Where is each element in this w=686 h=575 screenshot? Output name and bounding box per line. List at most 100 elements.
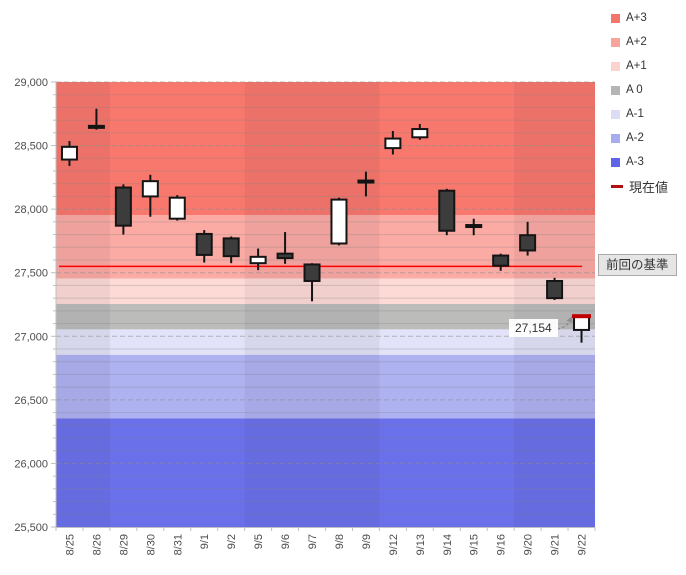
candle-body bbox=[330, 198, 348, 245]
candle-8/25[interactable] bbox=[60, 141, 78, 166]
candle-8/29[interactable] bbox=[114, 184, 132, 235]
legend-swatch-icon bbox=[611, 85, 620, 95]
candle-9/6[interactable] bbox=[276, 232, 294, 264]
legend-label: 現在値 bbox=[629, 179, 669, 195]
zone-band-A-2 bbox=[56, 354, 595, 419]
candle-8/30[interactable] bbox=[141, 174, 159, 217]
x-axis-label: 9/7 bbox=[307, 534, 319, 549]
week-stripe bbox=[514, 82, 595, 527]
x-axis-label: 9/12 bbox=[388, 534, 400, 555]
candle-body bbox=[168, 196, 186, 220]
candle-9/8[interactable] bbox=[330, 197, 348, 246]
x-axis-label: 9/13 bbox=[415, 534, 427, 555]
week-stripe bbox=[244, 82, 380, 527]
current-value-callout: 27,154 bbox=[509, 319, 558, 337]
candle-body bbox=[465, 224, 483, 229]
candle-9/13[interactable] bbox=[411, 123, 429, 140]
x-axis-label: 9/22 bbox=[577, 534, 589, 555]
y-axis-label: 28,500 bbox=[14, 141, 48, 153]
x-axis-label: 9/8 bbox=[334, 534, 346, 549]
legend-item-A+3[interactable]: A+3 bbox=[611, 6, 685, 30]
chart-legend: A+3 A+2 A+1 A 0 A-1 A-2 A-3 現在値 bbox=[611, 6, 685, 198]
x-axis-label: 8/29 bbox=[118, 534, 130, 555]
candle-body bbox=[249, 255, 267, 265]
y-axis-label: 27,000 bbox=[14, 331, 48, 343]
candle-body bbox=[357, 179, 375, 184]
legend-item-A+2[interactable]: A+2 bbox=[611, 30, 685, 54]
candle-9/7[interactable] bbox=[303, 263, 321, 302]
candle-9/5[interactable] bbox=[249, 248, 267, 271]
x-axis-label: 9/6 bbox=[280, 534, 292, 549]
x-axis-label: 9/16 bbox=[496, 534, 508, 555]
candle-body bbox=[573, 315, 591, 331]
legend-item-A-1[interactable]: A-1 bbox=[611, 102, 685, 126]
candle-body bbox=[87, 124, 105, 129]
y-axis-label: 28,000 bbox=[14, 204, 48, 216]
x-axis-label: 9/14 bbox=[442, 534, 454, 555]
x-axis-label: 8/30 bbox=[145, 534, 157, 555]
candle-body bbox=[438, 189, 456, 232]
legend-swatch-icon bbox=[611, 13, 620, 23]
legend-item-A-3[interactable]: A-3 bbox=[611, 150, 685, 174]
candle-9/16[interactable] bbox=[492, 253, 510, 271]
candle-9/22[interactable] bbox=[573, 315, 591, 343]
candle-body bbox=[114, 186, 132, 227]
legend-label: A 0 bbox=[626, 84, 643, 96]
current-value-marker bbox=[572, 314, 592, 319]
zone-band-A-3 bbox=[56, 418, 595, 527]
legend-label: A-3 bbox=[626, 156, 644, 168]
candle-9/15[interactable] bbox=[465, 218, 483, 236]
candle-9/1[interactable] bbox=[195, 230, 213, 263]
x-axis-label: 9/2 bbox=[226, 534, 238, 549]
legend-label: A-2 bbox=[626, 132, 644, 144]
y-axis-label: 26,000 bbox=[14, 458, 48, 470]
zone-band-A1 bbox=[56, 278, 595, 304]
x-axis-label: 9/21 bbox=[550, 534, 562, 555]
candle-body bbox=[276, 252, 294, 260]
x-axis-label: 9/9 bbox=[361, 534, 373, 549]
legend-item-現在値[interactable]: 現在値 bbox=[611, 174, 685, 198]
legend-item-A 0[interactable]: A 0 bbox=[611, 78, 685, 102]
candle-body bbox=[546, 279, 564, 300]
candle-9/12[interactable] bbox=[384, 130, 402, 155]
zone-band-A2 bbox=[56, 214, 595, 279]
zone-band-A0 bbox=[56, 303, 595, 330]
candle-body bbox=[141, 180, 159, 198]
candle-body bbox=[60, 145, 78, 161]
legend-item-A-2[interactable]: A-2 bbox=[611, 126, 685, 150]
y-axis-label: 27,500 bbox=[14, 268, 48, 280]
y-axis-label: 26,500 bbox=[14, 395, 48, 407]
candle-body bbox=[519, 234, 537, 252]
x-axis-label: 9/1 bbox=[199, 534, 211, 549]
candle-9/14[interactable] bbox=[438, 188, 456, 236]
legend-swatch-icon bbox=[611, 157, 620, 167]
legend-label: A+1 bbox=[626, 60, 647, 72]
legend-swatch-icon bbox=[611, 133, 620, 143]
candle-body bbox=[384, 137, 402, 150]
legend-swatch-icon bbox=[611, 109, 620, 119]
x-axis-label: 9/20 bbox=[523, 534, 535, 555]
candle-body bbox=[222, 237, 240, 258]
zone-band-A-1 bbox=[56, 329, 595, 355]
legend-swatch-icon bbox=[611, 37, 620, 47]
candle-body bbox=[303, 263, 321, 282]
candle-body bbox=[195, 232, 213, 256]
candle-9/9[interactable] bbox=[357, 171, 375, 197]
candle-9/2[interactable] bbox=[222, 236, 240, 264]
legend-label: A+2 bbox=[626, 36, 647, 48]
legend-item-A+1[interactable]: A+1 bbox=[611, 54, 685, 78]
legend-swatch-icon bbox=[611, 61, 620, 71]
legend-dash-icon bbox=[611, 184, 623, 188]
candle-9/21[interactable] bbox=[546, 277, 564, 301]
candle-8/31[interactable] bbox=[168, 195, 186, 221]
baseline-label[interactable]: 前回の基準 bbox=[598, 254, 677, 276]
legend-label: A+3 bbox=[626, 12, 647, 24]
candle-8/26[interactable] bbox=[87, 108, 105, 130]
candle-9/20[interactable] bbox=[519, 221, 537, 256]
y-axis-label: 29,000 bbox=[14, 77, 48, 89]
x-axis-label: 9/15 bbox=[469, 534, 481, 555]
x-axis-label: 9/5 bbox=[253, 534, 265, 549]
x-axis-label: 8/26 bbox=[91, 534, 103, 555]
